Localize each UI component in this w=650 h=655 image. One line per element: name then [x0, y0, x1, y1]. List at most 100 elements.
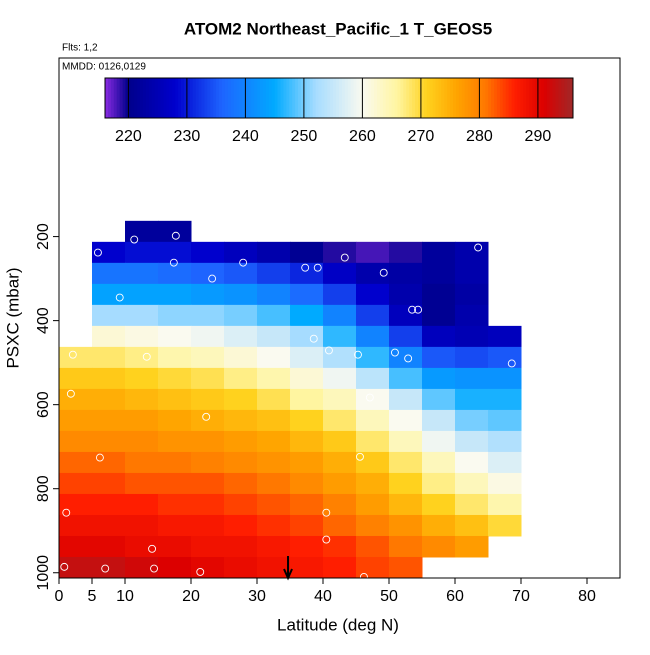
colorbar-segment [245, 78, 249, 118]
heatmap-cell [191, 304, 225, 327]
colorbar-segment [330, 78, 334, 118]
colorbar-segment [540, 78, 545, 118]
colorbar-tick-label: 250 [291, 128, 318, 145]
heatmap-cell [323, 367, 357, 390]
colorbar-segment [227, 78, 232, 118]
colorbar-segment [388, 78, 393, 118]
colorbar-segment [549, 78, 553, 118]
heatmap-cell [356, 262, 390, 285]
colorbar-segment [125, 78, 129, 118]
colorbar-segment [347, 78, 352, 118]
colorbar-segment [508, 78, 512, 118]
heatmap-cell [158, 451, 192, 474]
colorbar-segment [546, 78, 550, 118]
heatmap-cell [389, 388, 423, 411]
colorbar-segment [543, 78, 548, 118]
heatmap-cell [323, 493, 357, 516]
heatmap-cell [422, 535, 456, 558]
heatmap-cell [488, 346, 522, 369]
heatmap-cell [257, 262, 291, 285]
colorbar-segment [181, 78, 185, 118]
colorbar-segment [456, 78, 460, 118]
heatmap-cell [224, 262, 258, 285]
heatmap-cell [290, 493, 324, 516]
colorbar-segment [201, 78, 205, 118]
heatmap-cell [224, 535, 258, 558]
heatmap-cell [455, 430, 489, 453]
heatmap-cell [455, 325, 489, 348]
colorbar-segment [224, 78, 229, 118]
colorbar-segment [289, 78, 293, 118]
heatmap-cell [125, 409, 159, 432]
colorbar-segment [166, 78, 170, 118]
heatmap-cell [356, 241, 390, 264]
heatmap-cell [356, 325, 390, 348]
heatmap-cell [158, 472, 192, 495]
heatmap-cell [257, 367, 291, 390]
observation-point [239, 258, 248, 267]
heatmap-cell [125, 304, 159, 327]
heatmap-cell [389, 493, 423, 516]
heatmap-cell [455, 388, 489, 411]
colorbar-segment [157, 78, 161, 118]
observation-point [379, 268, 388, 277]
heatmap-cell [323, 346, 357, 369]
heatmap-cell [488, 388, 522, 411]
colorbar-segment [461, 78, 466, 118]
colorbar-segment [306, 78, 311, 118]
colorbar-segment [268, 78, 273, 118]
colorbar-segment [131, 78, 135, 118]
colorbar-segment [336, 78, 340, 118]
heatmap-cell [125, 388, 159, 411]
heatmap-cell [191, 325, 225, 348]
heatmap-cell [356, 535, 390, 558]
x-tick-label: 0 [55, 588, 64, 605]
colorbar-segment [526, 78, 530, 118]
heatmap-cell [224, 556, 258, 579]
heatmap-cell [290, 304, 324, 327]
heatmap-cell [125, 262, 159, 285]
heatmap-cell [257, 346, 291, 369]
heatmap-cell [59, 451, 93, 474]
x-tick-label: 10 [116, 588, 134, 605]
heatmap-cell [290, 556, 324, 579]
colorbar-segment [113, 78, 118, 118]
colorbar-segment [233, 78, 238, 118]
colorbar-tick-label: 240 [232, 128, 259, 145]
heatmap-cell [356, 304, 390, 327]
heatmap-cell [389, 325, 423, 348]
colorbar-segment [555, 78, 559, 118]
colorbar-segment [213, 78, 217, 118]
heatmap-cell [389, 556, 423, 579]
colorbar-segment [143, 78, 147, 118]
colorbar-segment [262, 78, 267, 118]
heatmap-cell [92, 388, 126, 411]
colorbar-segment [532, 78, 536, 118]
colorbar-segment [160, 78, 164, 118]
heatmap-cell [488, 367, 522, 390]
colorbar-segment [236, 78, 240, 118]
observation-point [414, 305, 422, 314]
heatmap-cell [455, 451, 489, 474]
heatmap-cell [356, 367, 390, 390]
chart-title: ATOM2 Northeast_Pacific_1 T_GEOS5 [184, 19, 492, 38]
colorbar-segment [537, 78, 542, 118]
heatmap-cell [356, 514, 390, 537]
heatmap-cell [92, 346, 126, 369]
colorbar-segment [467, 78, 472, 118]
heatmap-cell [389, 514, 423, 537]
heatmap-cell [257, 388, 291, 411]
colorbar-segment [476, 78, 480, 118]
colorbar-segment [309, 78, 314, 118]
observation-point [66, 389, 75, 398]
colorbar-segment [195, 78, 199, 118]
x-tick-label: 50 [380, 588, 398, 605]
heatmap-cell [422, 472, 456, 495]
heatmap-cell [455, 304, 489, 327]
colorbar-segment [453, 78, 457, 118]
colorbar-segment [169, 78, 173, 118]
colorbar-segment [400, 78, 404, 118]
heatmap-cell [323, 283, 357, 306]
heatmap-cell [290, 430, 324, 453]
